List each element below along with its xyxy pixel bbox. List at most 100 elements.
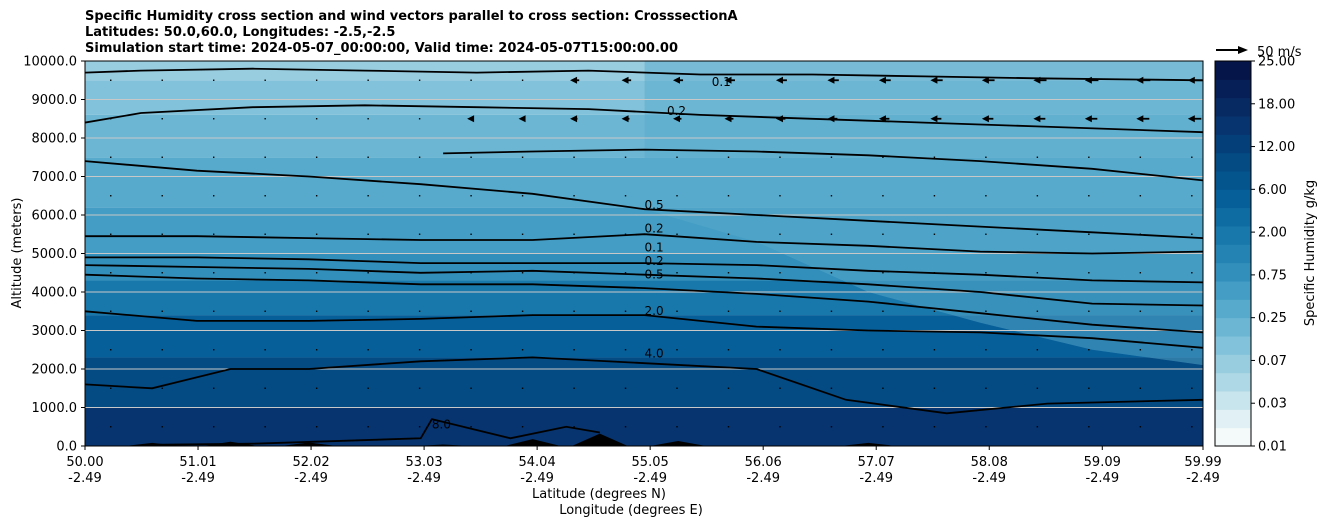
contour-label-0.2: 0.2 [667, 104, 686, 118]
x-tick-lat-label-2: 52.02 [292, 455, 329, 470]
wind-vector-dot [727, 272, 730, 274]
wind-vector-dot [264, 233, 266, 235]
wind-vector-dot [1036, 195, 1039, 197]
chart-title-line-3: Simulation start time: 2024-05-07_00:00:… [85, 41, 678, 56]
wind-vector-dot [315, 349, 318, 351]
wind-vector-dot [264, 310, 266, 312]
wind-vector-dot [367, 156, 369, 158]
wind-vector-dot [315, 233, 318, 235]
x-tick-lon-label-9: -2.49 [1085, 471, 1119, 486]
colorbar-swatch-12 [1215, 207, 1251, 227]
wind-vector-dot [110, 233, 112, 235]
contour-line-0.2 [85, 233, 1203, 255]
wind-vector-dot [573, 349, 575, 351]
x-tick-lat-label-10: 59.99 [1184, 455, 1221, 470]
wind-vector-dot [470, 272, 472, 274]
wind-vector-dot [779, 156, 781, 158]
wind-vector-head [1187, 115, 1195, 123]
colorbar-tick-label-0: 0.01 [1258, 440, 1287, 455]
colorbar-tick-label-2: 0.07 [1258, 354, 1287, 369]
wind-vector-dot [830, 349, 833, 351]
wind-vector-dot [676, 156, 678, 158]
wind-vector-dot [161, 233, 163, 235]
contour-line-0.2 [443, 148, 1203, 182]
wind-vector-head [518, 115, 526, 123]
contour-line-0.1 [85, 256, 1203, 284]
wind-vector-dot [110, 272, 112, 274]
wind-vector-dot [779, 310, 781, 312]
wind-vector-dot [212, 426, 215, 428]
x-tick-lat-label-6: 56.06 [745, 455, 782, 470]
wind-vector-dot [110, 349, 112, 351]
contour-line-0.1 [85, 67, 1203, 82]
wind-vector-dot [1191, 310, 1193, 312]
wind-vector-dot [624, 349, 627, 351]
wind-vector-dot [882, 387, 884, 389]
wind-vector-dot [1191, 349, 1193, 351]
humidity-band-0 [85, 407, 1203, 446]
wind-vector-dot [573, 272, 575, 274]
wind-vector-dot [882, 349, 884, 351]
colorbar-swatch-0 [1215, 427, 1251, 447]
wind-vector-dot [521, 272, 524, 274]
x-tick-lat-label-9: 59.09 [1084, 455, 1121, 470]
colorbar-swatch-8 [1215, 281, 1251, 300]
wind-vector-dot [315, 156, 318, 158]
wind-vector-dot [1139, 233, 1142, 235]
wind-vector-dot [367, 195, 369, 197]
wind-key-arrowhead-icon [1238, 46, 1248, 54]
wind-vector-head [1136, 76, 1144, 84]
contour-label-0.2: 0.2 [645, 254, 664, 268]
wind-vector-dot [110, 79, 112, 81]
wind-vector-dot [264, 79, 266, 81]
wind-vector-dot [212, 156, 215, 158]
colorbar-swatch-4 [1215, 354, 1251, 374]
x-tick-lon-label-10: -2.49 [1186, 471, 1220, 486]
wind-vector-dot [676, 272, 678, 274]
wind-vector-dot [1036, 156, 1039, 158]
wind-vector-dot [264, 118, 266, 120]
wind-vector-dot [1191, 195, 1193, 197]
colorbar-label: Specific Humidity g/kg [1303, 180, 1318, 326]
colorbar-swatch-3 [1215, 372, 1251, 392]
wind-vector-dot [779, 195, 781, 197]
wind-vector-dot [1139, 426, 1142, 428]
wind-vector-dot [933, 233, 936, 235]
wind-vector-dot [470, 310, 472, 312]
wind-vector-dot [315, 79, 318, 81]
wind-vector-dot [367, 272, 369, 274]
wind-vector-dot [933, 349, 936, 351]
wind-vector-dot [315, 272, 318, 274]
wind-vector-dot [573, 233, 575, 235]
wind-vector-head [930, 115, 938, 123]
contour-line-8.0 [152, 418, 600, 446]
wind-vector-dot [882, 156, 884, 158]
wind-vector-dot [933, 310, 936, 312]
wind-vector-dot [1036, 426, 1039, 428]
wind-vector-dot [985, 310, 987, 312]
wind-vector-dot [521, 387, 524, 389]
wind-vector-dot [470, 349, 472, 351]
x-tick-lon-label-6: -2.49 [746, 471, 780, 486]
x-axis-label-latitude: Latitude (degrees N) [532, 487, 666, 502]
wind-vector-dot [985, 349, 987, 351]
wind-vector-dot [161, 426, 163, 428]
wind-vector-dot [676, 349, 678, 351]
y-tick-label-3: 3000.0 [32, 324, 78, 339]
wind-vector-dot [1191, 233, 1193, 235]
wind-vector-dot [110, 310, 112, 312]
wind-vector-dot [727, 233, 730, 235]
wind-vector-dot [727, 156, 730, 158]
wind-vector-dot [315, 310, 318, 312]
wind-vector-dot [110, 118, 112, 120]
wind-vector-dot [985, 426, 987, 428]
wind-vector-dot [212, 195, 215, 197]
x-tick-lat-label-4: 54.04 [519, 455, 556, 470]
wind-vector-dot [933, 195, 936, 197]
colorbar-swatch-19 [1215, 79, 1251, 99]
wind-vector-dot [264, 387, 266, 389]
wind-vector-dot [367, 387, 369, 389]
wind-vector-dot [573, 426, 575, 428]
wind-key-label: 50 m/s [1257, 45, 1302, 60]
wind-vector-head [724, 115, 732, 123]
